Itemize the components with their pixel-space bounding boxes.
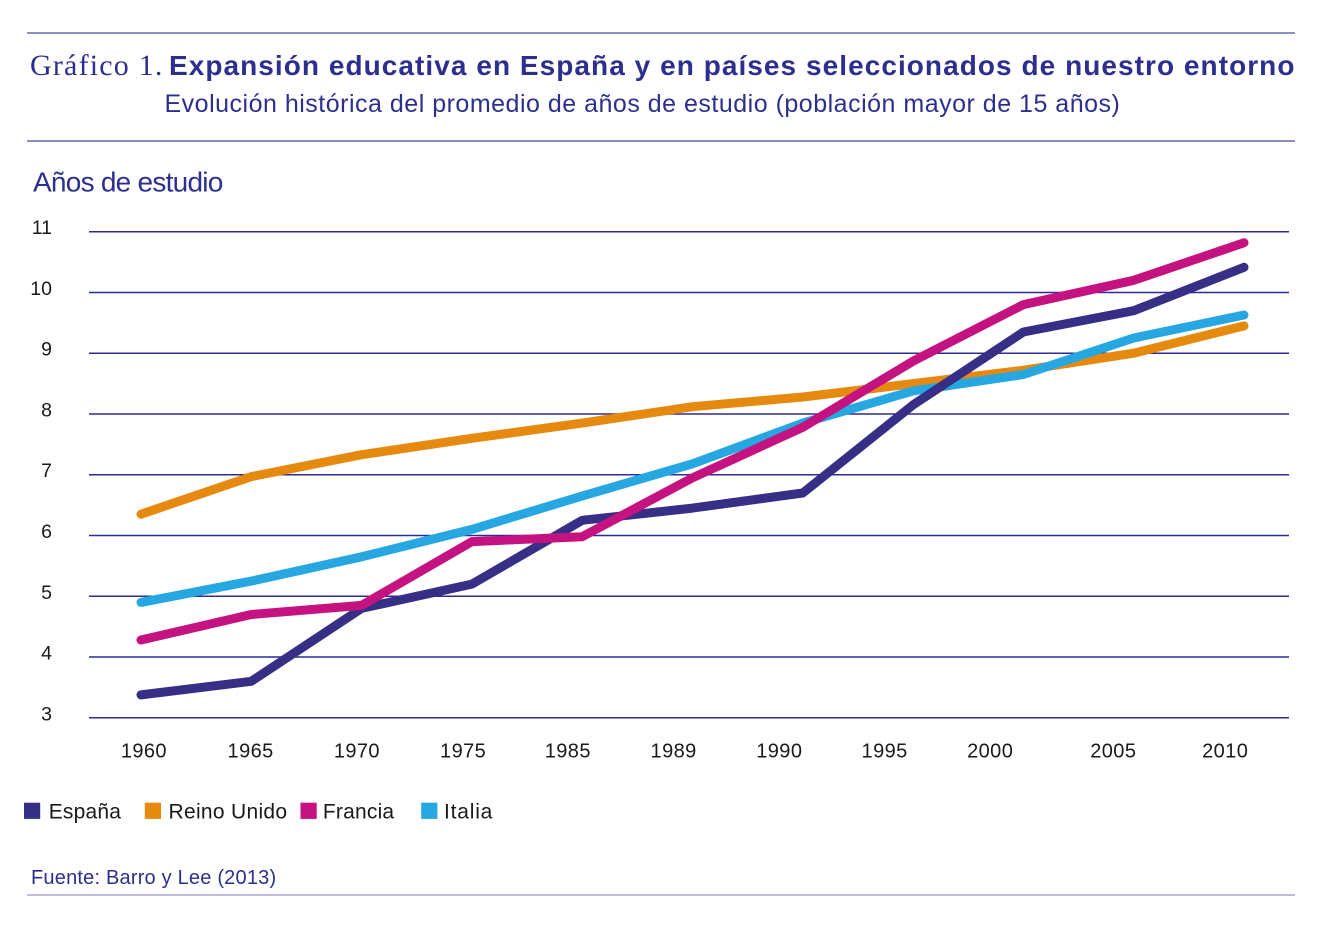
svg-text:5: 5	[41, 582, 52, 604]
svg-text:Gráfico 1.: Gráfico 1.	[30, 49, 164, 82]
svg-text:Francia: Francia	[323, 801, 395, 824]
svg-text:3: 3	[41, 703, 52, 725]
svg-text:España: España	[49, 801, 122, 824]
svg-text:1970: 1970	[334, 741, 380, 763]
svg-text:Fuente: Barro y Lee (2013): Fuente: Barro y Lee (2013)	[31, 867, 276, 889]
svg-text:1990: 1990	[756, 741, 802, 763]
svg-text:10: 10	[30, 278, 52, 300]
svg-text:7: 7	[41, 460, 52, 482]
svg-text:2005: 2005	[1090, 741, 1136, 763]
svg-text:2010: 2010	[1202, 741, 1248, 763]
svg-text:6: 6	[41, 521, 52, 543]
svg-text:2000: 2000	[967, 741, 1013, 763]
svg-text:8: 8	[41, 400, 52, 422]
svg-text:1985: 1985	[545, 741, 591, 763]
svg-text:Reino Unido: Reino Unido	[169, 801, 288, 824]
svg-text:Evolución histórica del promed: Evolución histórica del promedio de años…	[165, 90, 1121, 118]
svg-text:1960: 1960	[121, 741, 167, 763]
svg-text:4: 4	[41, 643, 52, 665]
svg-text:Años de estudio: Años de estudio	[33, 167, 223, 198]
svg-text:1965: 1965	[228, 741, 274, 763]
svg-text:1989: 1989	[651, 741, 697, 763]
svg-text:9: 9	[41, 339, 52, 361]
svg-text:1995: 1995	[862, 741, 908, 763]
svg-text:Expansión educativa en España: Expansión educativa en España y en paíse…	[169, 50, 1295, 81]
svg-text:11: 11	[32, 217, 52, 239]
svg-text:Italia: Italia	[444, 801, 493, 824]
svg-text:1975: 1975	[440, 741, 486, 763]
